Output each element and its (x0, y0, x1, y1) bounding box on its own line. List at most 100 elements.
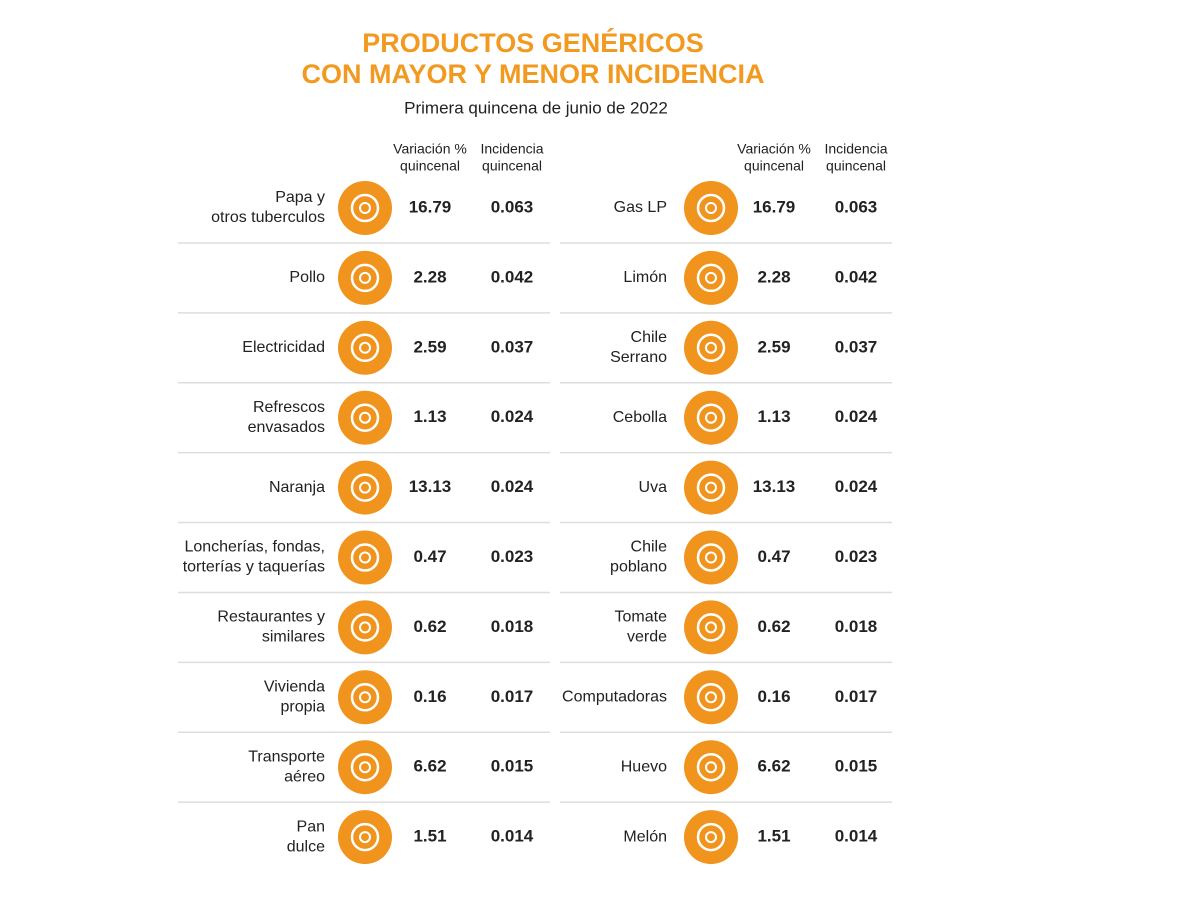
icon-circle (338, 181, 392, 235)
icon-glyph (350, 822, 380, 852)
variation-value: 1.13 (413, 407, 446, 426)
row-label: Naranja (269, 479, 325, 496)
incidence-value: 0.017 (835, 687, 878, 706)
icon-glyph (359, 761, 371, 774)
icon-glyph (705, 621, 717, 634)
row-label: Tomate (615, 609, 668, 626)
incidence-value: 0.024 (835, 477, 878, 496)
incidence-value: 0.063 (835, 197, 878, 216)
variation-value: 0.16 (413, 687, 446, 706)
row-label: Serrano (610, 349, 667, 366)
title-line: CON MAYOR Y MENOR INCIDENCIA (301, 59, 764, 89)
column-header: quincenal (826, 158, 886, 174)
variation-value: 0.16 (757, 687, 790, 706)
row-label: Cebolla (613, 409, 667, 426)
incidence-value: 0.014 (835, 827, 878, 846)
incidence-value: 0.015 (491, 757, 534, 776)
icon-glyph (696, 263, 726, 293)
variation-value: 0.62 (757, 617, 790, 636)
row-label: poblano (610, 559, 667, 576)
icon-glyph (696, 193, 726, 223)
row-label: Uva (639, 479, 668, 496)
row-label: dulce (287, 838, 325, 855)
variation-value: 0.47 (757, 547, 790, 566)
icon-glyph (696, 822, 726, 852)
icon-glyph (705, 551, 717, 564)
icon-glyph (359, 341, 371, 354)
icon-glyph (359, 831, 371, 844)
row-label: verde (627, 629, 667, 646)
column-header: quincenal (400, 158, 460, 174)
icon-circle (338, 390, 392, 445)
icon-glyph (696, 683, 726, 712)
row-label: Electricidad (242, 339, 325, 356)
row-label: Melón (623, 828, 667, 845)
variation-value: 0.62 (413, 617, 446, 636)
variation-value: 1.51 (413, 827, 446, 846)
icon-glyph (696, 403, 726, 432)
incidence-value: 0.014 (491, 827, 534, 846)
icon-glyph (350, 752, 380, 782)
variation-value: 1.13 (757, 407, 790, 426)
incidence-value: 0.015 (835, 757, 878, 776)
column-header: Incidencia (480, 141, 543, 157)
column-header: Incidencia (824, 141, 887, 157)
icon-glyph (350, 263, 380, 293)
icon-glyph (350, 613, 380, 642)
incidence-value: 0.037 (491, 337, 534, 356)
incidence-value: 0.018 (835, 617, 878, 636)
icon-circle (338, 740, 392, 795)
icon-glyph (705, 831, 717, 844)
icon-glyph (359, 481, 371, 494)
row-label: similares (262, 629, 325, 646)
column-header: Variación % (737, 141, 811, 157)
variation-value: 2.28 (757, 267, 790, 286)
incidence-value: 0.017 (491, 687, 534, 706)
icon-glyph (359, 271, 371, 284)
icon-glyph (350, 333, 380, 363)
icon-glyph (359, 551, 371, 564)
icon-glyph (350, 473, 380, 502)
row-label: Refrescos (253, 399, 325, 416)
icon-glyph (705, 271, 717, 284)
variation-value: 2.59 (757, 337, 790, 356)
icon-circle (338, 600, 392, 655)
variation-value: 13.13 (753, 477, 796, 496)
icon-glyph (705, 761, 717, 774)
icon-circle (338, 670, 392, 725)
icon-glyph (350, 193, 380, 223)
icon-circle (684, 670, 738, 725)
icon-circle (684, 181, 738, 235)
icon-circle (338, 320, 392, 375)
icon-glyph (696, 333, 726, 363)
row-label: Vivienda (264, 679, 325, 696)
incidence-value: 0.063 (491, 197, 534, 216)
row-label: Pollo (289, 269, 325, 286)
icon-circle (338, 460, 392, 515)
row-label: Huevo (621, 758, 667, 775)
column-header: quincenal (744, 158, 804, 174)
icon-glyph (359, 621, 371, 634)
title-line: PRODUCTOS GENÉRICOS (362, 27, 704, 58)
column-header: quincenal (482, 158, 542, 174)
incidence-value: 0.024 (835, 407, 878, 426)
incidence-value: 0.037 (835, 337, 878, 356)
row-label: Limón (623, 269, 667, 286)
variation-value: 6.62 (413, 757, 446, 776)
variation-value: 6.62 (757, 757, 790, 776)
row-label: Transporte (248, 748, 325, 765)
icon-circle (684, 600, 738, 655)
row-label: Gas LP (614, 199, 667, 216)
row-label: propia (281, 699, 326, 716)
icon-circle (684, 460, 738, 515)
row-label: otros tuberculos (211, 209, 325, 226)
variation-value: 13.13 (409, 477, 452, 496)
icon-glyph (696, 613, 726, 642)
icon-glyph (359, 202, 371, 214)
row-label: envasados (248, 419, 325, 436)
icon-glyph (705, 411, 717, 424)
row-label: Computadoras (562, 689, 667, 706)
icon-glyph (696, 752, 726, 782)
variation-value: 2.59 (413, 337, 446, 356)
